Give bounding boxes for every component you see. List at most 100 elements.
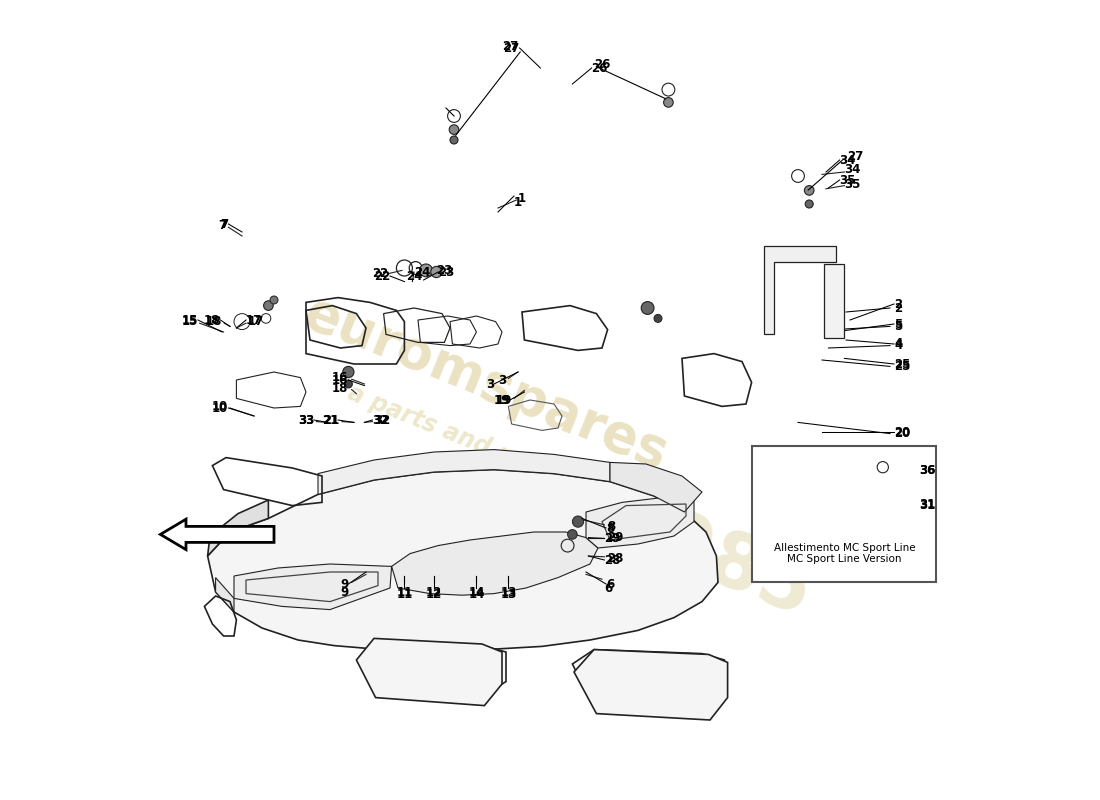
Text: 20: 20 [894,426,911,438]
FancyBboxPatch shape [752,446,936,582]
Text: 21: 21 [321,414,338,426]
Text: 26: 26 [592,62,608,74]
Text: 31: 31 [920,499,936,512]
Text: 2: 2 [894,302,902,314]
Text: 24: 24 [406,270,422,283]
Text: 18: 18 [204,314,220,326]
Text: 27: 27 [502,40,518,53]
Circle shape [264,301,273,310]
Text: 12: 12 [426,588,442,601]
Text: 18: 18 [332,382,349,394]
Polygon shape [392,532,598,595]
Text: 29: 29 [604,532,620,545]
Text: 33: 33 [298,414,314,426]
Text: 15: 15 [182,315,198,328]
Text: 24: 24 [414,266,430,278]
Text: 26: 26 [594,58,610,70]
Circle shape [419,264,432,277]
Polygon shape [208,500,268,556]
Text: euromspares: euromspares [296,287,675,481]
Text: 36: 36 [920,464,936,477]
Text: 15: 15 [182,314,198,326]
Text: 23: 23 [438,266,454,278]
Circle shape [344,380,352,388]
Text: 25: 25 [894,360,911,373]
Text: 8: 8 [606,522,614,534]
Polygon shape [208,470,718,651]
Text: a parts and more catalogues: a parts and more catalogues [344,382,708,546]
Text: 7: 7 [218,219,226,232]
Text: 4: 4 [894,338,902,350]
Polygon shape [610,462,702,512]
Text: 28: 28 [607,552,624,565]
Polygon shape [764,246,836,334]
Text: 1: 1 [518,192,526,205]
Text: 29: 29 [607,531,624,544]
Text: 35: 35 [839,174,856,186]
Text: 14: 14 [469,588,485,601]
Text: 22: 22 [374,270,390,282]
Text: 17: 17 [246,314,262,326]
Polygon shape [216,578,234,612]
Text: 34: 34 [839,154,856,166]
Text: 25: 25 [894,358,911,370]
Circle shape [654,314,662,322]
Text: Allestimento MC Sport Line
MC Sport Line Version: Allestimento MC Sport Line MC Sport Line… [773,543,915,565]
Polygon shape [356,638,502,706]
Polygon shape [586,498,694,548]
Text: 1985: 1985 [597,486,823,634]
Text: 10: 10 [212,400,229,413]
Text: 14: 14 [469,586,485,598]
Text: 3: 3 [486,378,494,390]
Text: 12: 12 [426,586,442,598]
Text: 9: 9 [340,586,349,598]
Text: 34: 34 [845,163,861,176]
Text: 23: 23 [437,264,453,277]
Polygon shape [364,640,506,696]
Text: 33: 33 [298,414,314,426]
Text: 10: 10 [212,402,229,414]
Text: 27: 27 [848,150,864,162]
Text: 17: 17 [248,315,264,328]
Text: 20: 20 [894,427,911,440]
Circle shape [663,98,673,107]
Circle shape [450,136,458,144]
Text: 5: 5 [894,318,902,330]
Polygon shape [824,264,845,338]
Text: 22: 22 [372,267,388,280]
Text: 16: 16 [332,371,349,384]
Text: 36: 36 [920,464,936,477]
Text: 19: 19 [494,394,510,406]
Circle shape [804,186,814,195]
Text: 3: 3 [498,374,506,386]
Text: 13: 13 [500,588,517,601]
Text: 28: 28 [604,554,620,566]
Text: 32: 32 [373,414,388,426]
Text: 31: 31 [920,498,936,510]
Text: 6: 6 [606,578,614,590]
Text: 2: 2 [894,298,902,310]
Text: 13: 13 [500,586,517,598]
Text: 7: 7 [220,218,229,230]
Polygon shape [234,564,392,610]
Circle shape [641,302,654,314]
Circle shape [449,125,459,134]
Polygon shape [318,450,610,494]
Circle shape [805,200,813,208]
Text: 6: 6 [604,582,613,595]
Text: 1: 1 [514,196,522,209]
Text: 8: 8 [607,520,616,533]
Text: 5: 5 [894,320,902,333]
Text: 11: 11 [396,588,412,601]
Text: 16: 16 [332,374,349,386]
Text: 18: 18 [206,315,222,328]
Polygon shape [572,650,725,714]
Circle shape [343,366,354,378]
Text: 9: 9 [340,578,349,590]
Text: 21: 21 [323,414,340,426]
Circle shape [568,530,578,539]
Circle shape [431,266,442,278]
Text: 27: 27 [504,42,519,54]
Text: 35: 35 [845,178,861,190]
Polygon shape [574,650,727,720]
